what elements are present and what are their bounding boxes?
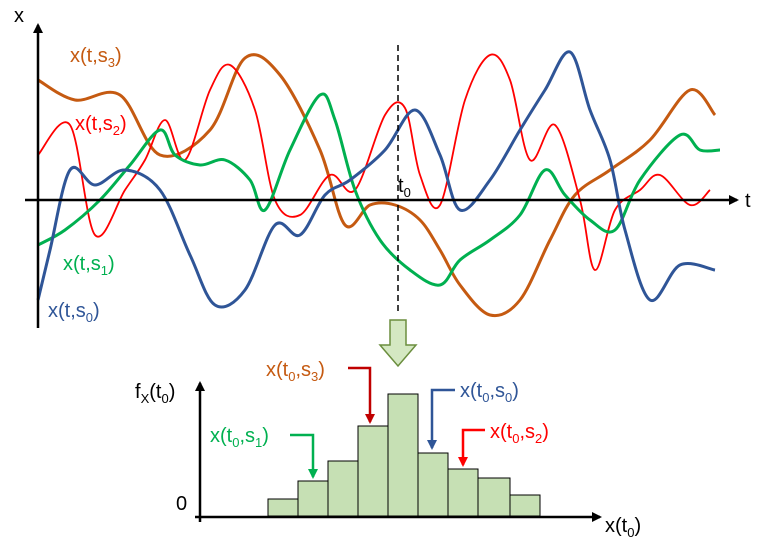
bin [267,498,299,517]
label-part: ) [169,381,176,403]
label-part: ) [634,515,641,537]
label-part: f [135,381,141,403]
bin [297,480,329,517]
label-part: ,s [519,421,535,443]
label-part: x(t [605,515,628,537]
subscript: 0 [505,390,512,405]
t-axis-label: t [745,190,751,212]
subscript: 0 [232,435,239,450]
label-part: x(t,s [48,300,86,322]
arrow-s3 [348,366,375,424]
subscript: 2 [535,431,542,446]
subscript: 0 [512,431,519,446]
bin [477,477,511,517]
label-part: ) [318,359,325,381]
label-part: ) [542,421,549,443]
hist-zero: 0 [176,493,187,515]
sample-label: x(t0,s3) [266,359,325,384]
curve-s1 [37,92,721,287]
subscript: 0 [404,185,411,200]
curve-label: x(t,s2) [75,113,127,138]
hist-y-label: fX(t0) [135,381,175,406]
t0-label: t0 [398,175,411,200]
label-part: x(t [460,380,483,402]
curve-s2 [37,53,711,271]
subscript: 0 [288,369,295,384]
label-part: ) [120,113,127,135]
bin [417,452,449,517]
curve-label: x(t,s1) [63,253,115,278]
subscript: 0 [482,390,489,405]
label-part: t [398,175,404,197]
arrow-s0 [427,388,455,450]
down-arrow [378,319,418,368]
arrow-s1 [290,433,318,479]
histogram-bars [267,393,541,517]
label-part: ,s [489,380,505,402]
sample-label: x(t0,s1) [210,425,269,450]
sample-label: x(t0,s0) [460,380,519,405]
hist-x-label: x(t0) [605,515,641,540]
curve-s3 [37,53,717,318]
label-part: ) [262,425,269,447]
label-part: ) [115,45,122,67]
subscript: 0 [86,310,93,325]
label-part: x(t [266,359,289,381]
label-part: x(t [210,425,233,447]
sample-label: x(t0,s2) [490,421,549,446]
bin [327,460,359,517]
subscript: 3 [108,55,115,70]
label-part: ,s [295,359,311,381]
label-part: x(t,s [70,45,108,67]
label-part: ) [93,300,100,322]
curve-s0 [36,50,716,309]
bin [509,494,541,517]
label-part: ) [512,380,519,402]
x-axis-label: x [14,5,24,27]
subscript: 0 [627,525,634,540]
curve-label: x(t,s0) [48,300,100,325]
label-part: x(t,s [63,253,101,275]
subscript: 1 [101,263,108,278]
arrow-s2 [458,428,485,467]
subscript: 0 [161,391,168,406]
subscript: 1 [255,435,262,450]
label-part: x(t,s [75,113,113,135]
curve-label: x(t,s3) [70,45,122,70]
label-part: ,s [239,425,255,447]
subscript: 2 [113,123,120,138]
label-part: (t [149,381,162,403]
bin [357,425,389,517]
label-part: x(t [490,421,513,443]
label-part: ) [108,253,115,275]
subscript: 3 [311,369,318,384]
bin [447,468,479,517]
subscript: X [141,391,150,406]
bin [387,393,419,517]
